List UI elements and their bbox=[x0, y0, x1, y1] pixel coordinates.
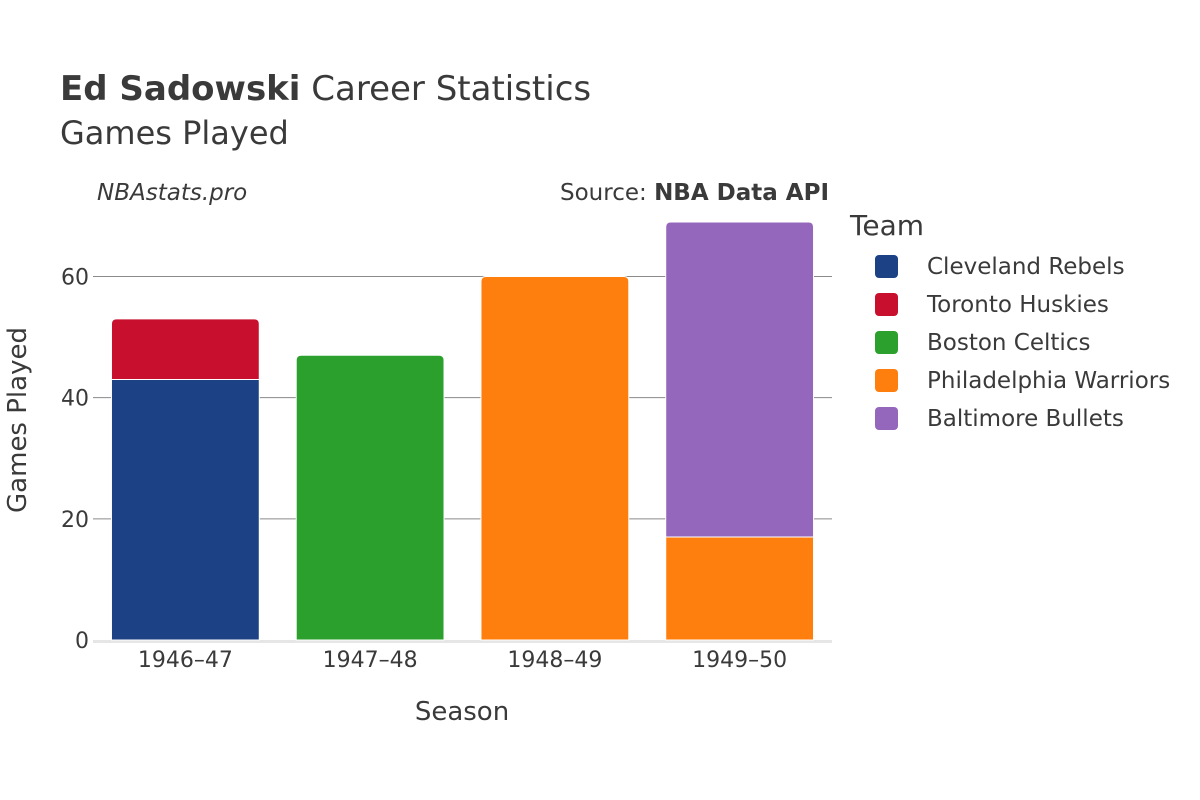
chart-title: Ed Sadowski Career Statistics bbox=[60, 69, 591, 109]
bar-segment bbox=[110, 318, 260, 381]
legend-item-label: Toronto Huskies bbox=[926, 292, 1109, 318]
legend-swatch bbox=[875, 407, 898, 430]
x-tick-label: 1946–47 bbox=[138, 648, 233, 673]
y-tick-label: 40 bbox=[61, 387, 89, 412]
bar-segment bbox=[110, 379, 260, 641]
source-name: NBA Data API bbox=[654, 180, 829, 206]
x-tick-labels: 1946–47 1947–48 1948–49 1949–50 bbox=[138, 648, 787, 673]
bar-segment bbox=[665, 536, 815, 641]
y-tick-label: 60 bbox=[61, 266, 89, 291]
y-tick-label: 20 bbox=[61, 508, 89, 533]
y-axis-label: Games Played bbox=[3, 327, 33, 513]
legend-item-label: Cleveland Rebels bbox=[927, 254, 1125, 280]
x-axis-label: Season bbox=[415, 697, 509, 727]
legend-swatch bbox=[875, 255, 898, 278]
source-prefix: Source: bbox=[560, 180, 654, 206]
chart-title-player: Ed Sadowski bbox=[60, 69, 300, 109]
bar-segment bbox=[480, 276, 630, 641]
legend-item-label: Philadelphia Warriors bbox=[927, 368, 1170, 394]
bars bbox=[110, 221, 815, 641]
legend-swatch bbox=[875, 293, 898, 316]
y-tick-label: 0 bbox=[75, 629, 89, 654]
bar-segment bbox=[665, 221, 815, 538]
x-tick-label: 1947–48 bbox=[323, 648, 418, 673]
x-tick-label: 1949–50 bbox=[692, 648, 787, 673]
legend-item-label: Boston Celtics bbox=[927, 330, 1090, 356]
legend: Team Cleveland Rebels Toronto Huskies Bost… bbox=[849, 209, 1170, 432]
legend-title: Team bbox=[849, 209, 924, 242]
chart-title-rest: Career Statistics bbox=[300, 69, 591, 109]
chart-subtitle: Games Played bbox=[60, 114, 289, 152]
y-tick-labels: 0 20 40 60 bbox=[61, 266, 89, 654]
legend-swatch bbox=[875, 369, 898, 392]
x-tick-label: 1948–49 bbox=[507, 648, 602, 673]
source-credit: Source: NBA Data API bbox=[560, 180, 829, 206]
bar-segment bbox=[295, 354, 445, 641]
site-credit: NBAstats.pro bbox=[97, 180, 247, 206]
legend-item-label: Baltimore Bullets bbox=[927, 406, 1124, 432]
legend-swatch bbox=[875, 331, 898, 354]
